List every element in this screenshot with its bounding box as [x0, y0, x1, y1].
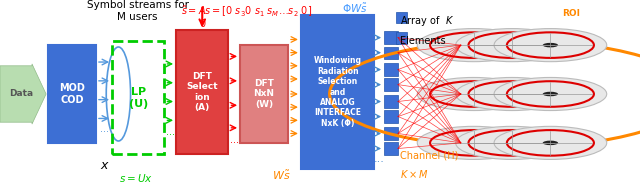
Circle shape	[494, 126, 607, 159]
Text: 0: 0	[199, 19, 205, 30]
Text: $K \times M$: $K \times M$	[400, 168, 429, 180]
Text: DFT
NxN
(W): DFT NxN (W)	[253, 79, 275, 109]
Circle shape	[466, 141, 481, 145]
Bar	[384, 31, 398, 44]
Circle shape	[417, 126, 530, 159]
Text: Channel (H): Channel (H)	[400, 150, 458, 160]
Text: Symbol streams for
M users: Symbol streams for M users	[86, 1, 189, 22]
Text: x: x	[100, 159, 108, 172]
Circle shape	[466, 92, 481, 96]
Circle shape	[494, 29, 607, 62]
Circle shape	[456, 126, 568, 159]
Bar	[396, 12, 407, 23]
Circle shape	[417, 77, 530, 111]
Text: ···: ···	[230, 138, 239, 148]
Bar	[384, 127, 398, 139]
Text: ···: ···	[374, 157, 385, 167]
Circle shape	[543, 141, 558, 145]
Circle shape	[504, 141, 520, 145]
Text: ···: ···	[100, 127, 109, 137]
FancyBboxPatch shape	[240, 45, 288, 143]
Bar	[384, 47, 398, 59]
Bar	[384, 63, 398, 76]
Circle shape	[456, 77, 568, 111]
Bar	[384, 110, 398, 123]
Text: $s = Ux$: $s = Ux$	[119, 172, 154, 184]
Circle shape	[504, 43, 520, 47]
Bar	[384, 143, 398, 155]
Text: $\Phi W\tilde{s}$: $\Phi W\tilde{s}$	[342, 2, 368, 15]
Circle shape	[466, 43, 481, 47]
Text: $W\tilde{s}$: $W\tilde{s}$	[272, 169, 291, 182]
Text: Data: Data	[9, 89, 33, 99]
Text: ···: ···	[166, 130, 175, 140]
Bar	[384, 79, 398, 91]
Circle shape	[417, 29, 530, 62]
Text: ROI: ROI	[563, 9, 580, 18]
FancyArrow shape	[0, 64, 46, 124]
Text: DFT
Select
ion
(A): DFT Select ion (A)	[186, 72, 218, 112]
FancyBboxPatch shape	[301, 15, 374, 169]
FancyBboxPatch shape	[176, 30, 228, 154]
Text: $\tilde{s} = As = [0\ s_3 0\ s_1\ s_M \ldots s_2\ 0]$: $\tilde{s} = As = [0\ s_3 0\ s_1\ s_M \l…	[181, 5, 312, 20]
Circle shape	[543, 92, 558, 96]
Text: Windowing
Radiation
Selection
and
ANALOG
INTERFACE
NxK (Φ): Windowing Radiation Selection and ANALOG…	[314, 56, 362, 128]
Circle shape	[543, 43, 558, 47]
Bar	[396, 32, 407, 44]
Bar	[384, 96, 398, 108]
FancyBboxPatch shape	[48, 45, 96, 143]
Circle shape	[504, 92, 520, 96]
Text: MOD
COD: MOD COD	[59, 83, 85, 105]
Text: LP
(U): LP (U)	[129, 87, 148, 108]
Circle shape	[456, 29, 568, 62]
Text: Array of  $K$: Array of $K$	[400, 14, 454, 28]
Text: Elements: Elements	[400, 36, 445, 46]
Circle shape	[494, 77, 607, 111]
